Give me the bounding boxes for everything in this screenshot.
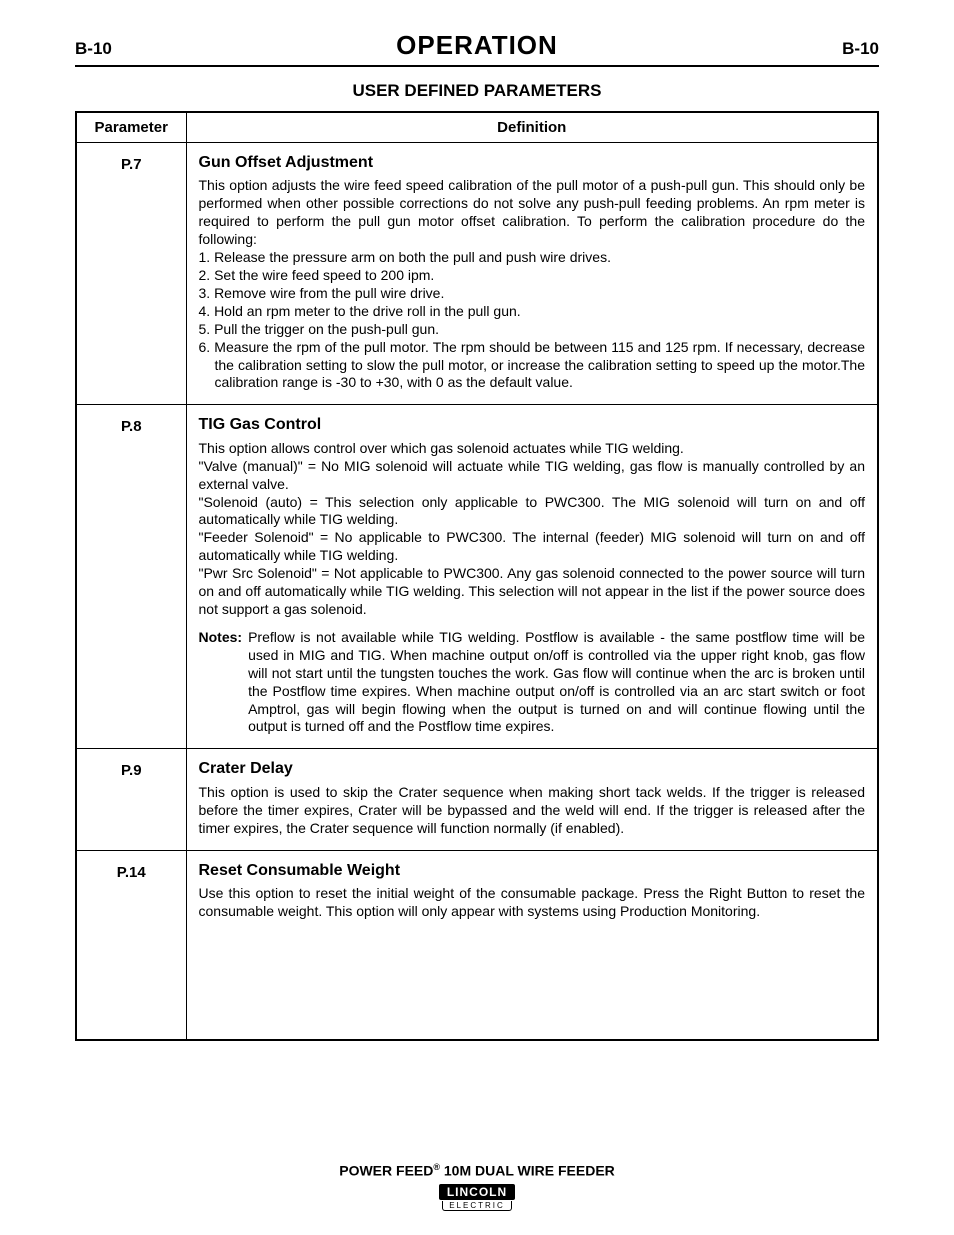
notes-text: Preflow is not available while TIG weldi… [248,629,865,736]
notes-block: Notes: Preflow is not available while TI… [199,629,866,736]
definition-intro: This option adjusts the wire feed speed … [199,177,866,247]
definition-title: Reset Consumable Weight [199,861,866,881]
definition-body: This option is used to skip the Crater s… [199,784,866,838]
footer-product-name: POWER FEED® 10M DUAL WIRE FEEDER [0,1162,954,1179]
param-definition: Reset Consumable Weight Use this option … [186,850,878,1040]
steps-list: 1. Release the pressure arm on both the … [199,249,866,392]
step-item: 1. Release the pressure arm on both the … [199,249,866,267]
step-item: 3. Remove wire from the pull wire drive. [199,285,866,303]
lincoln-logo: LINCOLN ELECTRIC [439,1183,515,1211]
body-line: This option allows control over which ga… [199,440,866,458]
body-line: "Feeder Solenoid" = No applicable to PWC… [199,529,866,565]
logo-bottom-text: ELECTRIC [442,1201,512,1211]
body-line: "Valve (manual)" = No MIG solenoid will … [199,458,866,494]
page-header: B-10 OPERATION B-10 [75,30,879,67]
step-item: 2. Set the wire feed speed to 200 ipm. [199,267,866,285]
param-code: P.9 [76,749,186,850]
definition-title: TIG Gas Control [199,415,866,435]
notes-label: Notes: [199,629,249,736]
definition-body: Use this option to reset the initial wei… [199,885,866,921]
param-code: P.14 [76,850,186,1040]
footer-product-pre: POWER FEED [339,1163,433,1179]
body-line: "Solenoid (auto) = This selection only a… [199,494,866,530]
col-header-definition: Definition [186,112,878,143]
definition-body: This option adjusts the wire feed speed … [199,177,866,392]
page-number-left: B-10 [75,39,112,59]
param-code: P.8 [76,405,186,749]
logo-top-text: LINCOLN [439,1184,515,1200]
param-definition: TIG Gas Control This option allows contr… [186,405,878,749]
table-row: P.8 TIG Gas Control This option allows c… [76,405,878,749]
step-item: 4. Hold an rpm meter to the drive roll i… [199,303,866,321]
table-row: P.9 Crater Delay This option is used to … [76,749,878,850]
definition-title: Crater Delay [199,759,866,779]
param-definition: Crater Delay This option is used to skip… [186,749,878,850]
step-item: 6. Measure the rpm of the pull motor. Th… [199,339,866,393]
param-code: P.7 [76,143,186,405]
footer-product-post: 10M DUAL WIRE FEEDER [440,1163,615,1179]
col-header-parameter: Parameter [76,112,186,143]
registered-mark: ® [433,1162,440,1172]
definition-body: This option allows control over which ga… [199,440,866,619]
page-footer: POWER FEED® 10M DUAL WIRE FEEDER LINCOLN… [0,1162,954,1213]
page-subtitle: USER DEFINED PARAMETERS [75,81,879,101]
definition-title: Gun Offset Adjustment [199,153,866,173]
section-title: OPERATION [396,30,558,61]
table-row: P.7 Gun Offset Adjustment This option ad… [76,143,878,405]
page-number-right: B-10 [842,39,879,59]
parameters-table: Parameter Definition P.7 Gun Offset Adju… [75,111,879,1041]
body-line: "Pwr Src Solenoid" = Not applicable to P… [199,565,866,619]
param-definition: Gun Offset Adjustment This option adjust… [186,143,878,405]
table-row: P.14 Reset Consumable Weight Use this op… [76,850,878,1040]
step-item: 5. Pull the trigger on the push-pull gun… [199,321,866,339]
